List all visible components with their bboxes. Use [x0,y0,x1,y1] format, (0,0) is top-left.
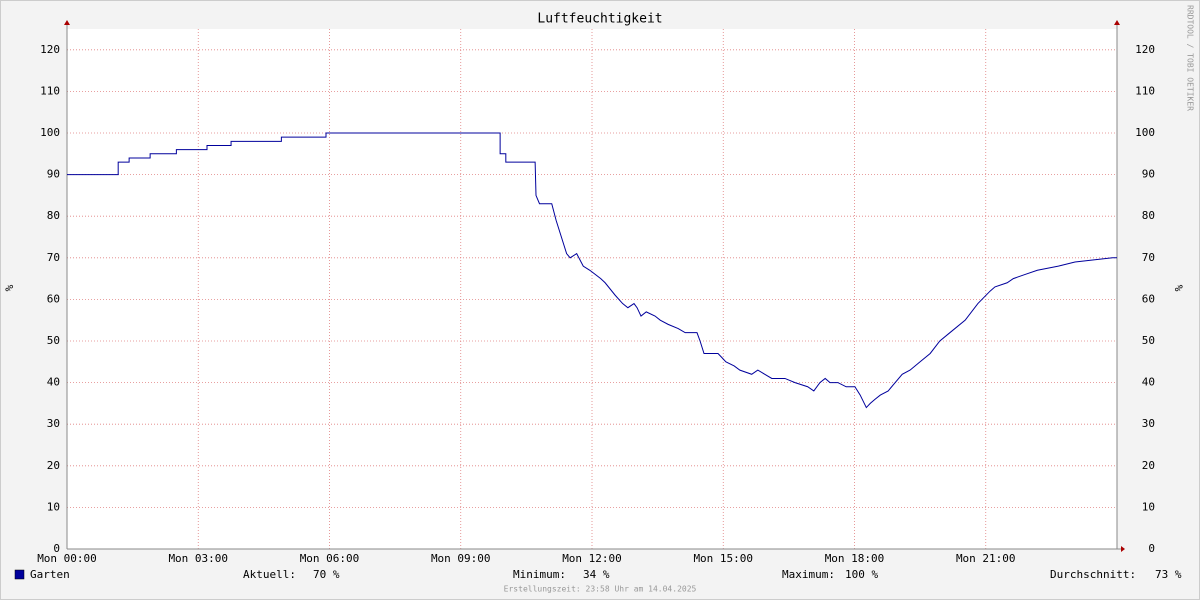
y-tick-label-right: 40 [1142,376,1155,389]
y-tick-label: 20 [47,459,60,472]
y-tick-label: 100 [40,126,60,139]
legend-label: Garten [30,568,70,581]
line [67,132,1117,409]
stat-label: Durchschnitt: [1050,568,1136,581]
y-tick-label-right: 120 [1135,43,1155,56]
y-tick-label-right: 70 [1142,251,1155,264]
stat-label: Aktuell: [243,568,296,581]
x-tick-label: Mon 12:00 [562,552,622,565]
y-tick-label-right: 100 [1135,126,1155,139]
y-tick-label: 30 [47,417,60,430]
axis-arrow [1121,546,1125,552]
y-tick-label-right: 20 [1142,459,1155,472]
x-tick-label: Mon 00:00 [37,552,97,565]
y-tick-label-right: 60 [1142,292,1155,305]
footer: Erstellungszeit: 23:58 Uhr am 14.04.2025 [504,585,697,594]
y-tick-label: 120 [40,43,60,56]
y-axis-label: % [3,284,16,291]
x-tick-label: Mon 21:00 [956,552,1016,565]
stat-value: 100 % [845,568,878,581]
axis-arrow [1114,20,1120,25]
y-tick-label-right: 30 [1142,417,1155,430]
stat-value: 34 % [583,568,610,581]
y-tick-label-right: 10 [1142,500,1155,513]
x-tick-label: Mon 06:00 [300,552,360,565]
y-tick-label-right: 110 [1135,84,1155,97]
stat-label: Minimum: [513,568,566,581]
x-tick-label: Mon 03:00 [168,552,228,565]
stat-value: 73 % [1155,568,1182,581]
legend-swatch [14,569,25,580]
y-tick-label: 50 [47,334,60,347]
x-tick-label: Mon 15:00 [693,552,753,565]
y-tick-label-right: 80 [1142,209,1155,222]
x-tick-label: Mon 18:00 [825,552,885,565]
y-tick-label: 10 [47,500,60,513]
stat-value: 70 % [313,568,340,581]
y-tick-label: 80 [47,209,60,222]
y-tick-label: 110 [40,84,60,97]
y-axis-label-right: % [1172,285,1185,292]
stat-label: Maximum: [782,568,835,581]
chart-title: Luftfeuchtigkeit [537,12,662,27]
y-tick-label: 70 [47,251,60,264]
y-tick-label: 40 [47,376,60,389]
y-tick-label: 60 [47,292,60,305]
x-tick-label: Mon 09:00 [431,552,491,565]
y-tick-label: 90 [47,168,60,181]
y-tick-label: 0 [53,542,60,555]
plot-area [67,29,1117,549]
axis-arrow [64,20,70,25]
watermark: RRDTOOL / TOBI OETIKER [1186,5,1195,111]
y-tick-label-right: 90 [1142,168,1155,181]
y-tick-label-right: 50 [1142,334,1155,347]
y-tick-label-right: 0 [1148,542,1155,555]
